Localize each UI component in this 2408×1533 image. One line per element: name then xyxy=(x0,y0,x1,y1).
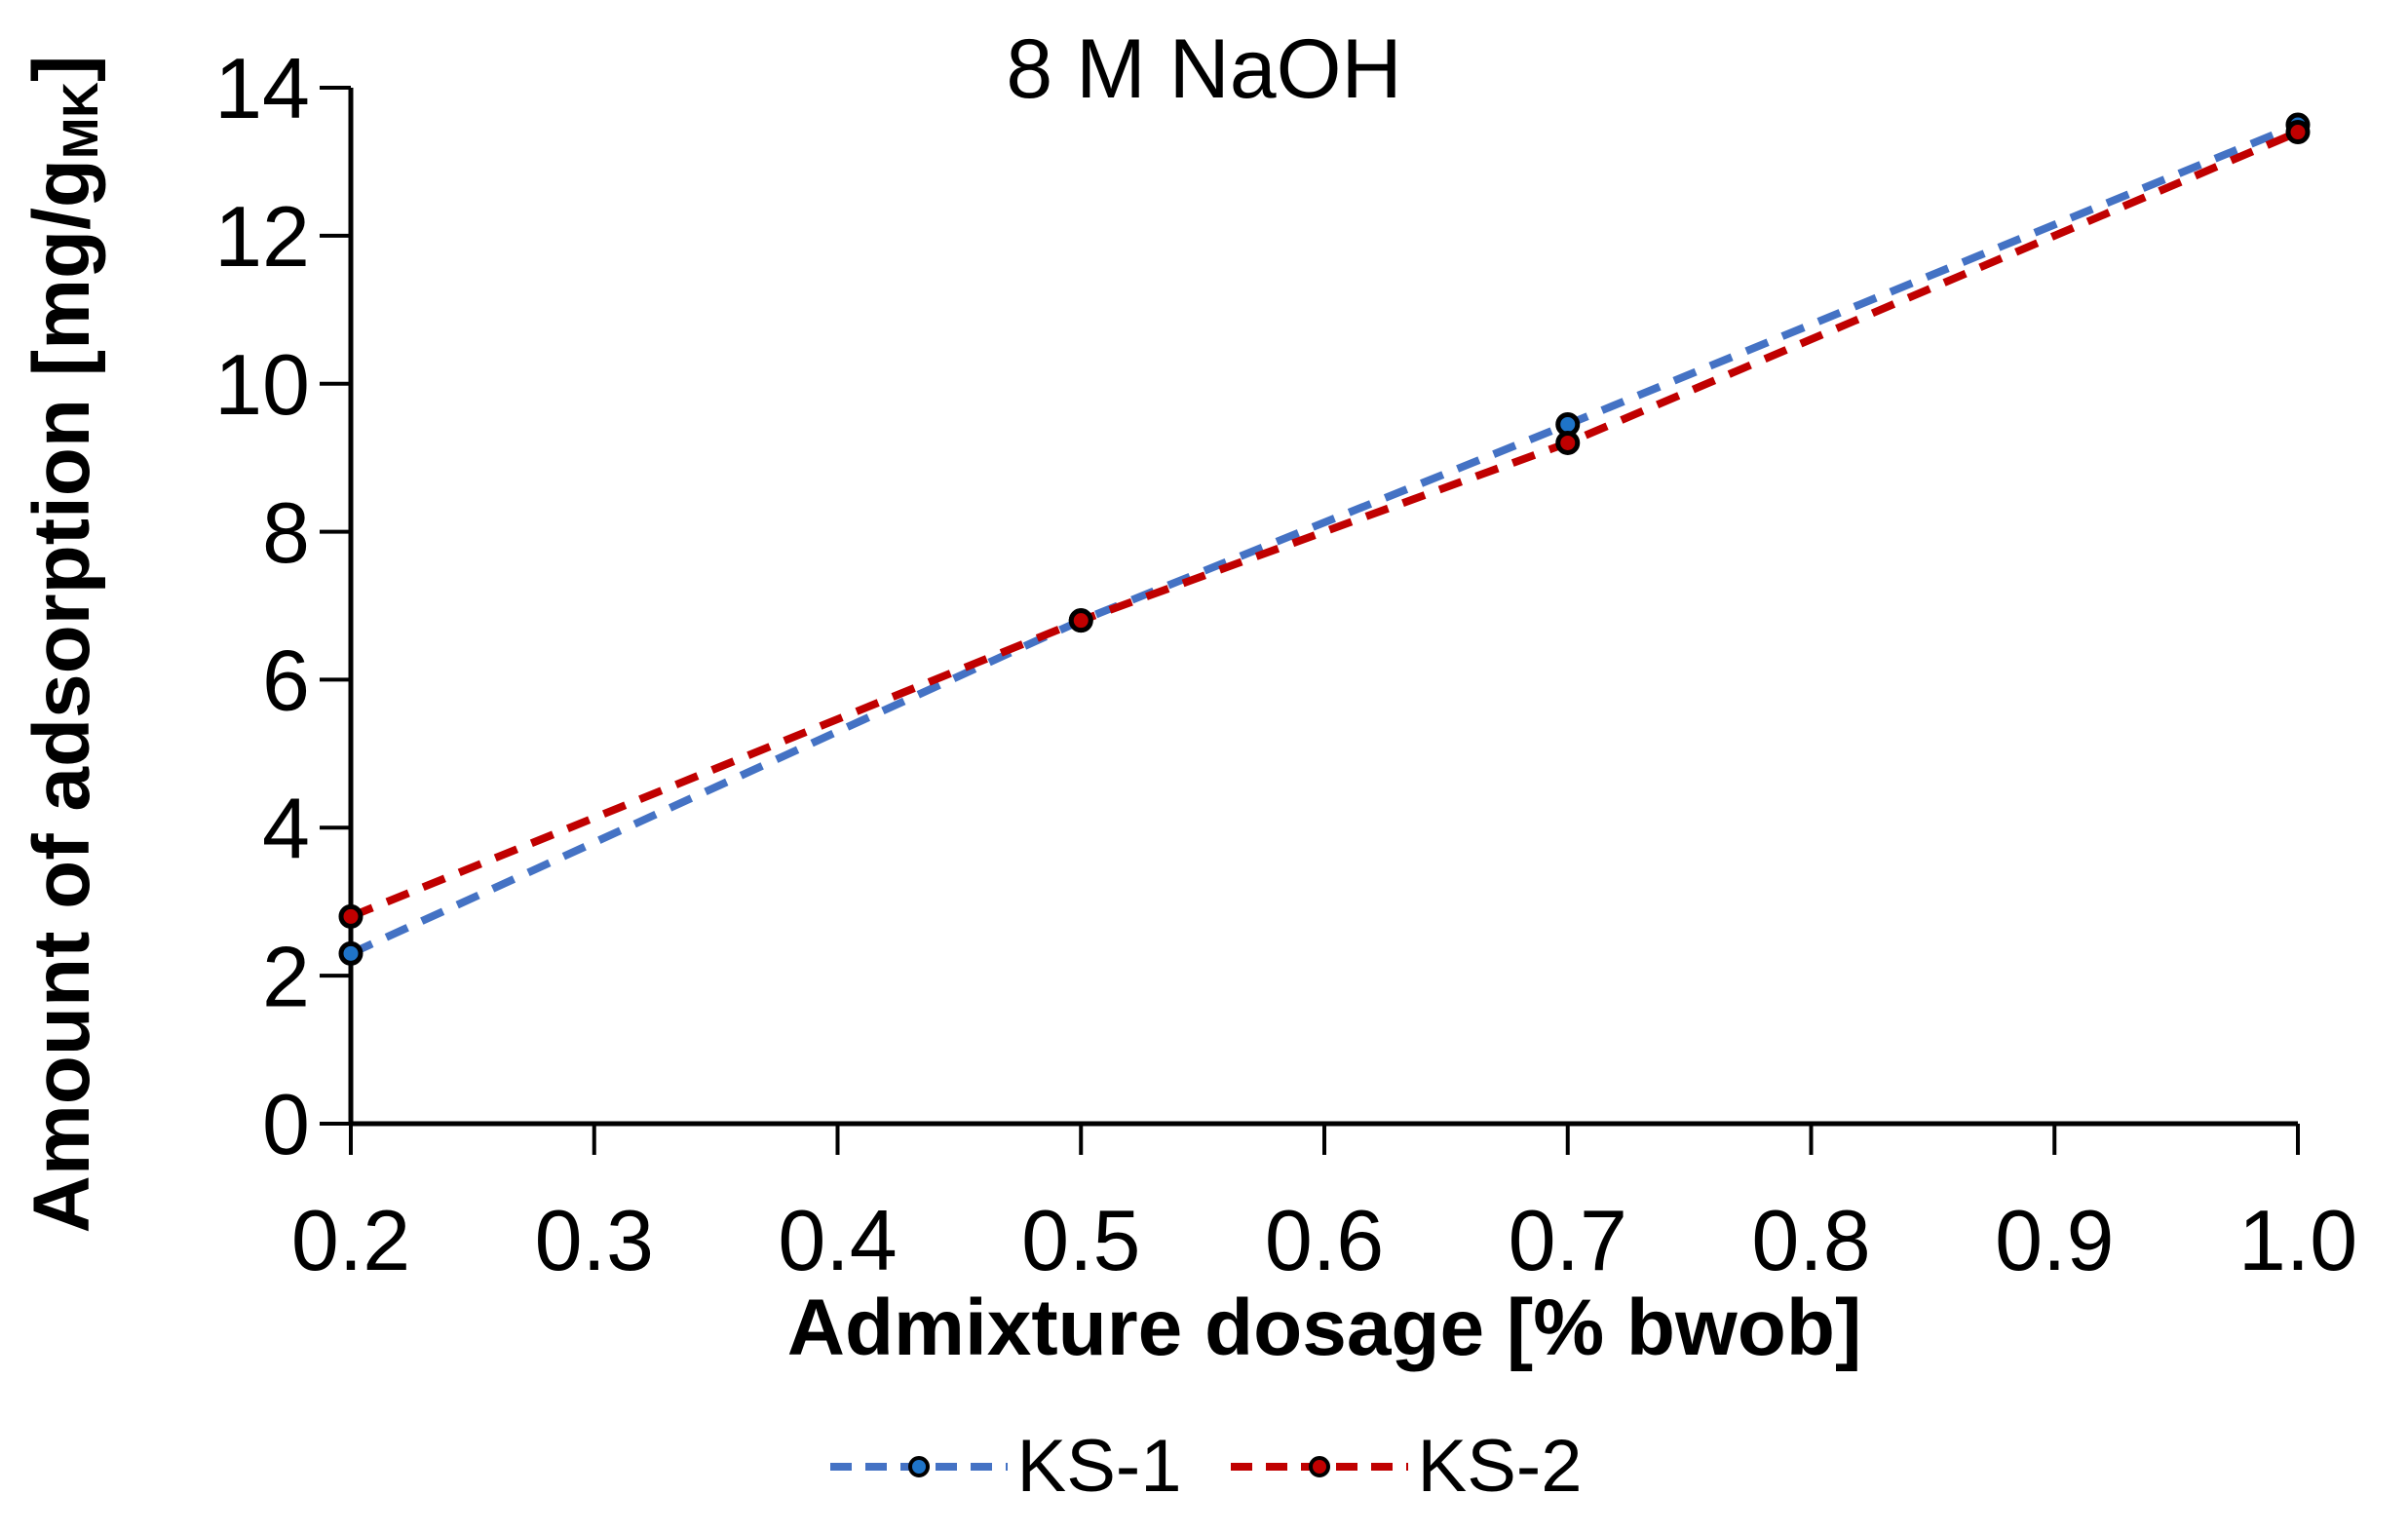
y-tick-label: 12 xyxy=(214,188,310,285)
y-tick-label: 8 xyxy=(262,484,310,581)
x-tick-label: 0.2 xyxy=(291,1192,410,1288)
x-tick-label: 0.6 xyxy=(1265,1192,1384,1288)
legend-label: KS-1 xyxy=(1016,1425,1182,1508)
chart-title: 8 M NaOH xyxy=(1006,22,1402,116)
x-tick-label: 0.8 xyxy=(1751,1192,1870,1288)
y-tick-label: 6 xyxy=(262,632,310,729)
data-point-ks-2 xyxy=(338,903,363,929)
x-tick-label: 0.7 xyxy=(1509,1192,1627,1288)
data-point-ks-2 xyxy=(1068,608,1093,633)
legend-marker xyxy=(1308,1456,1330,1477)
y-tick-label: 2 xyxy=(262,928,310,1024)
x-tick-label: 0.4 xyxy=(778,1192,897,1288)
x-tick-label: 0.9 xyxy=(1995,1192,2114,1288)
x-axis-title: Admixture dosage [% bwob] xyxy=(786,1284,1862,1372)
legend-swatch-ks-2 xyxy=(1230,1456,1408,1477)
legend: KS-1 KS-2 xyxy=(0,1408,2408,1525)
x-tick-label: 0.3 xyxy=(535,1192,654,1288)
series-line-ks-1 xyxy=(349,121,2300,958)
legend-item-ks-1: KS-1 xyxy=(826,1430,1182,1504)
legend-swatch-ks-1 xyxy=(829,1456,1008,1477)
y-tick-label: 14 xyxy=(214,40,310,136)
data-point-ks-2 xyxy=(2285,120,2311,145)
legend-label: KS-2 xyxy=(1417,1425,1583,1508)
series-line-ks-2 xyxy=(349,128,2300,921)
y-tick-label: 0 xyxy=(262,1076,310,1172)
y-tick-label: 10 xyxy=(214,336,310,433)
data-point-ks-1 xyxy=(338,940,363,966)
y-tick-label: 4 xyxy=(262,781,310,877)
data-point-ks-2 xyxy=(1555,430,1581,455)
x-tick-label: 1.0 xyxy=(2238,1192,2357,1288)
x-tick-label: 0.5 xyxy=(1021,1192,1140,1288)
legend-item-ks-2: KS-2 xyxy=(1227,1425,1583,1508)
legend-marker xyxy=(907,1456,930,1477)
